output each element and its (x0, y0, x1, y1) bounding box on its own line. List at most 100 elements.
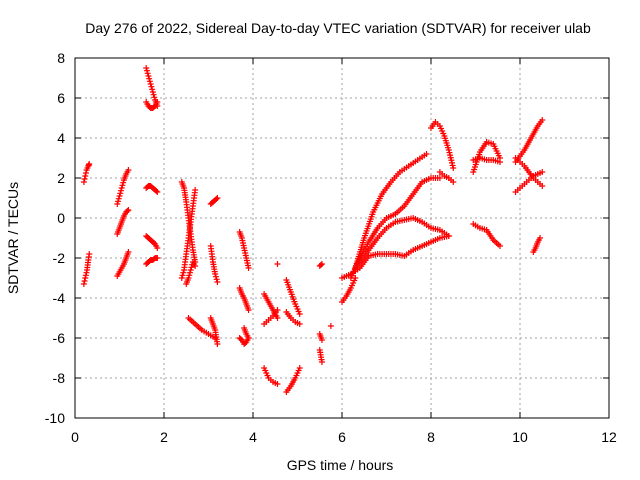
data-point (185, 275, 192, 281)
data-point (496, 159, 503, 165)
data-point (274, 261, 281, 267)
data-point (274, 381, 281, 387)
data-point (124, 208, 131, 214)
data-point (116, 193, 123, 199)
data-point (81, 176, 88, 182)
data-point (150, 91, 157, 98)
series-34 (347, 175, 443, 281)
x-tick-label: 0 (71, 429, 79, 445)
data-point (147, 81, 154, 87)
data-point (143, 67, 150, 74)
series-1 (80, 251, 93, 287)
data-point (154, 255, 161, 261)
data-point (450, 165, 457, 171)
data-point (144, 70, 151, 77)
x-tick-label: 8 (427, 429, 435, 445)
series-4 (114, 249, 132, 279)
data-marks (80, 65, 546, 395)
data-point (245, 307, 252, 313)
data-point (125, 167, 132, 173)
data-point (296, 365, 303, 371)
data-point (154, 99, 161, 105)
data-point (539, 183, 546, 189)
x-tick-label: 2 (160, 429, 168, 445)
data-point (114, 201, 121, 207)
y-tick-label: 2 (57, 170, 65, 186)
data-point (154, 245, 161, 251)
data-point (186, 272, 193, 279)
data-point (82, 173, 89, 179)
data-point (125, 249, 132, 255)
series-25 (283, 277, 303, 317)
chart-title: Day 276 of 2022, Sidereal Day-to-day VTE… (85, 20, 591, 36)
data-point (143, 65, 150, 71)
data-point (80, 281, 87, 287)
data-point (327, 323, 334, 329)
data-point (245, 335, 252, 341)
data-point (115, 195, 122, 202)
y-tick-label: -10 (45, 410, 65, 426)
data-point (212, 273, 219, 280)
data-point (537, 235, 544, 241)
y-axis-tick-labels: -10 -8 -6 -4 -2 0 2 4 6 8 (45, 50, 65, 426)
data-point (146, 75, 153, 82)
data-point (318, 337, 325, 343)
data-point (125, 207, 132, 213)
x-tick-label: 6 (338, 429, 346, 445)
data-point (81, 278, 88, 284)
data-point (274, 315, 281, 321)
series-32 (339, 275, 359, 305)
x-axis-tick-labels: 0 2 4 6 8 10 12 (71, 429, 617, 445)
data-point (154, 189, 161, 195)
data-point (318, 359, 325, 365)
series-45 (530, 235, 544, 255)
series-27 (283, 365, 303, 395)
series-22 (261, 307, 281, 327)
data-point (213, 196, 220, 202)
series-11 (178, 187, 199, 281)
data-point (274, 307, 281, 313)
data-point (245, 265, 252, 271)
series-14 (207, 315, 221, 347)
y-tick-label: -6 (53, 330, 66, 346)
data-point (496, 243, 503, 249)
data-point (296, 321, 303, 327)
series-18 (236, 285, 252, 313)
x-tick-label: 4 (249, 429, 257, 445)
data-point (186, 269, 193, 276)
data-point (214, 195, 221, 201)
series-40 (470, 155, 503, 165)
series-44 (512, 155, 546, 189)
data-point (145, 73, 152, 79)
series-12 (183, 259, 199, 287)
series-30 (316, 347, 325, 365)
data-point (148, 83, 155, 90)
data-point (153, 188, 160, 194)
data-point (179, 272, 186, 279)
series-23 (261, 365, 281, 387)
series-41 (470, 221, 503, 249)
series-36 (356, 215, 452, 265)
series-20 (241, 325, 252, 341)
series-16 (207, 243, 221, 285)
axis-ticks (74, 57, 610, 419)
y-tick-label: 6 (57, 90, 65, 106)
series-2 (114, 167, 132, 207)
series-26 (283, 309, 303, 327)
data-point (188, 264, 195, 271)
data-point (117, 190, 124, 197)
series-24 (274, 261, 281, 267)
data-point (318, 261, 325, 267)
data-point (539, 169, 546, 175)
data-point (149, 86, 156, 93)
series-38 (436, 169, 457, 185)
data-point (423, 151, 430, 157)
data-point (178, 275, 185, 281)
series-0 (80, 161, 93, 185)
data-point (214, 279, 221, 285)
y-tick-label: 8 (57, 50, 65, 66)
x-axis-title: GPS time / hours (287, 457, 394, 473)
data-point (212, 271, 219, 277)
data-point (118, 185, 125, 191)
